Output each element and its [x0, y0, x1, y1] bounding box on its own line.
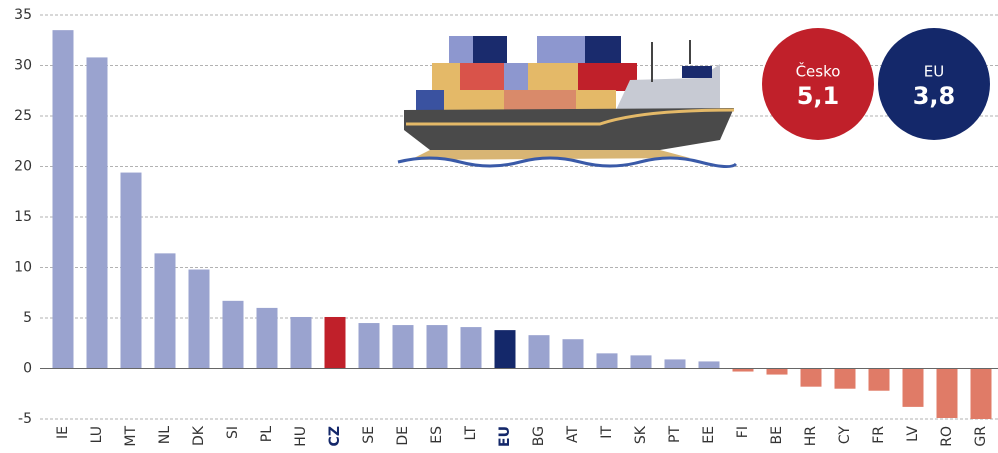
bar [732, 368, 754, 372]
y-tick-label: 5 [23, 310, 32, 326]
highlight-circle [878, 28, 990, 140]
y-tick-label: 10 [14, 260, 32, 276]
x-tick-label: FR [871, 426, 887, 444]
x-tick-label: GR [973, 426, 989, 447]
x-tick-label: NL [157, 426, 173, 444]
x-tick-label: IE [55, 426, 71, 439]
x-tick-label: IT [599, 426, 615, 439]
x-tick-label: HR [803, 426, 819, 447]
bar [222, 300, 244, 369]
y-tick-label: 30 [14, 58, 32, 74]
bar [324, 316, 346, 369]
x-tick-label: FI [735, 426, 751, 438]
bar [698, 361, 720, 369]
bar [528, 335, 550, 369]
x-tick-label: LT [463, 426, 479, 441]
bar [834, 368, 856, 389]
bar [800, 368, 822, 387]
x-tick-label: CZ [327, 426, 343, 446]
y-tick-label: 25 [14, 108, 32, 124]
x-tick-label: BG [531, 426, 547, 446]
bar [120, 172, 142, 369]
ship-illustration [397, 36, 738, 169]
x-tick-label: MT [123, 426, 139, 447]
x-tick-label: SK [633, 425, 649, 444]
highlight-circle [762, 28, 874, 140]
x-tick-label: LU [89, 426, 105, 443]
x-tick-label: DK [191, 425, 207, 446]
bar [460, 327, 482, 369]
x-tick-label: BE [769, 426, 785, 444]
x-tick-label: CY [837, 426, 853, 445]
bar [766, 368, 788, 375]
bar [596, 353, 618, 369]
highlight-value: 5,1 [797, 82, 840, 110]
x-tick-label: SI [225, 426, 241, 439]
bar [86, 57, 108, 369]
bar [664, 359, 686, 369]
bar [868, 368, 890, 391]
bar [494, 330, 516, 369]
y-tick-label: -5 [18, 411, 32, 427]
bar [154, 253, 176, 369]
x-tick-label: PL [259, 426, 275, 442]
bar [392, 325, 414, 369]
x-tick-label: PT [667, 426, 683, 443]
x-tick-label: RO [939, 426, 955, 447]
x-tick-label: ES [429, 426, 445, 444]
highlight-value: 3,8 [913, 82, 956, 110]
x-tick-label: AT [565, 426, 581, 443]
bar [902, 368, 924, 407]
y-tick-label: 15 [14, 209, 32, 225]
bar [188, 269, 210, 369]
y-tick-label: 20 [14, 159, 32, 175]
bar [290, 316, 312, 369]
bar [562, 339, 584, 369]
bar [936, 368, 958, 418]
highlight-label: Česko [796, 62, 841, 81]
bar [358, 323, 380, 369]
x-tick-label: DE [395, 426, 411, 446]
bar [52, 30, 74, 369]
highlight-label: EU [924, 63, 944, 81]
y-tick-label: 35 [14, 7, 32, 23]
bar [426, 325, 448, 369]
bar [630, 355, 652, 369]
x-tick-label: EU [497, 426, 513, 447]
bar [970, 368, 992, 419]
y-tick-label: 0 [23, 361, 32, 377]
x-tick-label: LV [905, 426, 921, 442]
x-tick-label: HU [293, 426, 309, 447]
x-tick-label: EE [701, 426, 717, 444]
bar [256, 307, 278, 369]
x-tick-label: SE [361, 426, 377, 444]
